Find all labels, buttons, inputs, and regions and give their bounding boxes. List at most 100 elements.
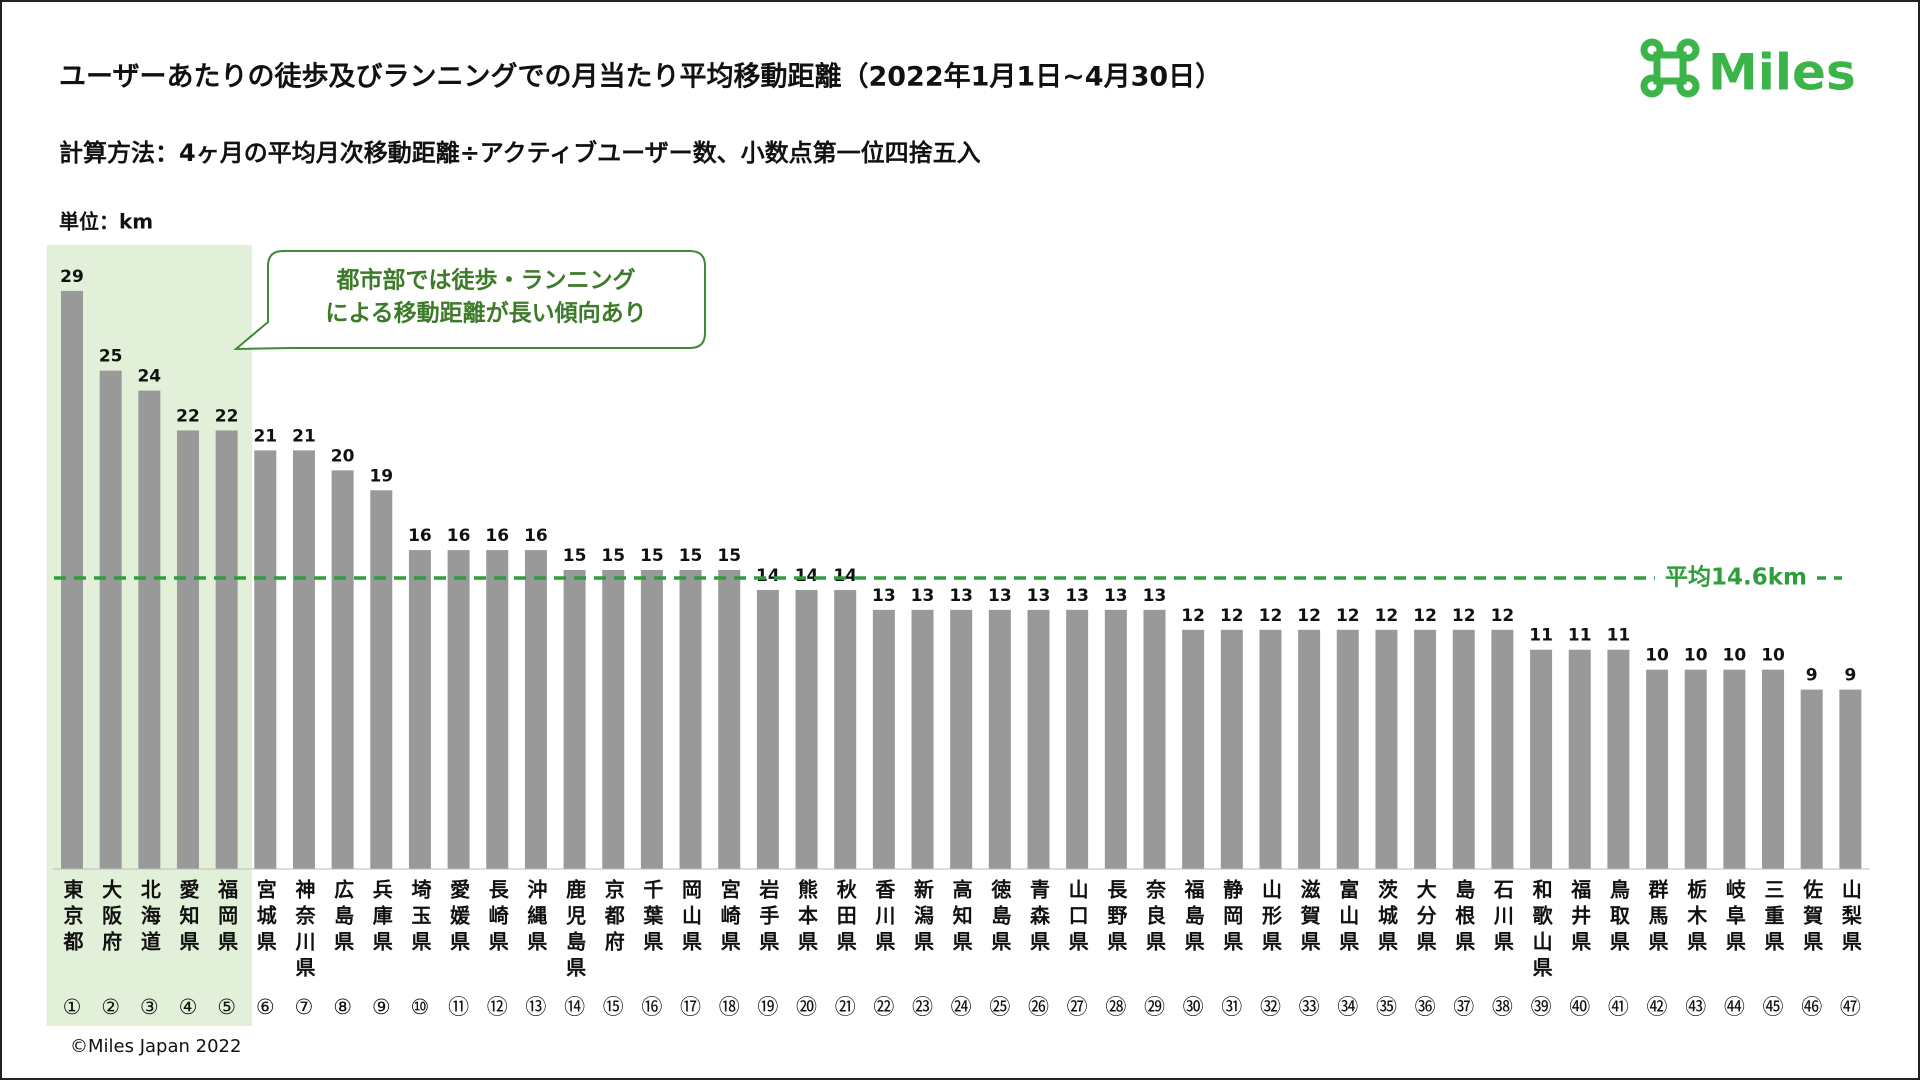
rank-label: ⑳: [796, 995, 817, 1019]
x-tick-label: 徳島県: [988, 878, 1012, 957]
x-tick-label: 岩手県: [756, 879, 780, 957]
value-label: 13: [949, 586, 973, 606]
rank-label: ⑩: [411, 995, 430, 1019]
value-label: 15: [601, 546, 625, 566]
rank-label: ④: [179, 995, 198, 1019]
x-tick-label: 山形県: [1258, 879, 1282, 957]
rank-label: ㉘: [1105, 995, 1126, 1019]
rank-label: ③: [140, 995, 159, 1019]
rank-label: ㊳: [1492, 995, 1513, 1019]
value-label: 13: [1065, 586, 1089, 606]
value-label: 12: [1220, 606, 1244, 626]
bar: [718, 570, 741, 869]
bar: [872, 609, 895, 869]
value-label: 16: [408, 526, 432, 546]
rank-label: ⑬: [525, 995, 546, 1019]
value-label: 13: [1143, 586, 1167, 606]
rank-label: ㊸: [1685, 995, 1706, 1019]
x-tick-label: 大阪府: [99, 879, 123, 957]
x-tick-label: 新潟県: [911, 878, 935, 957]
bar: [795, 589, 818, 869]
rank-label: ㉓: [912, 995, 933, 1019]
rank-label: ㉒: [873, 995, 894, 1019]
logo-text: Miles: [1708, 44, 1856, 102]
callout-text: 都市部では徒歩・ランニング: [336, 267, 636, 294]
x-tick-label: 奈良県: [1142, 878, 1166, 957]
rank-label: ①: [63, 995, 82, 1019]
value-label: 13: [988, 586, 1012, 606]
rank-label: ㊹: [1724, 995, 1745, 1019]
bar: [1800, 689, 1823, 869]
bar: [254, 450, 277, 869]
x-tick-label: 山梨県: [1838, 879, 1862, 957]
x-tick-label: 兵庫県: [369, 879, 393, 957]
bar: [1414, 629, 1437, 869]
bar: [950, 609, 973, 869]
callout-text: による移動距離が長い傾向あり: [325, 300, 646, 327]
x-tick-label: 千葉県: [640, 879, 664, 957]
value-label: 14: [756, 566, 780, 586]
rank-label: ㉗: [1067, 995, 1088, 1019]
value-label: 12: [1336, 606, 1360, 626]
bar: [408, 550, 431, 869]
x-tick-label: 鹿児島県: [563, 878, 587, 983]
rank-label: ㊼: [1840, 995, 1861, 1019]
bar: [1298, 629, 1321, 869]
x-tick-label: 鳥取県: [1606, 878, 1630, 957]
rank-label: ⑱: [719, 995, 740, 1019]
rank-label: ㉕: [989, 995, 1010, 1019]
x-tick-label: 三重県: [1761, 879, 1785, 957]
bar: [99, 370, 122, 869]
average-label-bg: [1655, 561, 1817, 594]
unit-label: 単位：km: [59, 210, 153, 234]
x-tick-label: 北海道: [137, 879, 161, 957]
rank-label: ㊵: [1569, 995, 1590, 1019]
value-label: 9: [1844, 666, 1856, 686]
x-tick-label: 神奈川県: [292, 878, 316, 983]
bar: [1027, 609, 1050, 869]
value-label: 22: [176, 406, 200, 426]
value-label: 15: [563, 546, 587, 566]
rank-label: ㊻: [1801, 995, 1822, 1019]
value-label: 10: [1723, 646, 1747, 666]
x-tick-label: 秋田県: [833, 879, 857, 957]
bar: [563, 570, 586, 869]
chart-title: ユーザーあたりの徒歩及びランニングでの月当たり平均移動距離（2022年1月1日~…: [59, 61, 1222, 93]
value-label: 13: [1104, 586, 1128, 606]
x-tick-label: 青森県: [1027, 879, 1051, 957]
value-label: 9: [1806, 666, 1818, 686]
x-tick-label: 東京都: [60, 879, 84, 957]
bar: [1723, 669, 1746, 869]
x-tick-label: 栃木県: [1684, 878, 1708, 957]
rank-label: ⑥: [256, 995, 275, 1019]
x-tick-label: 岡山県: [679, 879, 703, 957]
rank-label: ⑯: [641, 995, 662, 1019]
value-label: 16: [485, 526, 509, 546]
bar: [1220, 629, 1243, 869]
rank-label: ㉚: [1183, 995, 1204, 1019]
x-tick-label: 佐賀県: [1800, 878, 1824, 957]
value-label: 11: [1607, 626, 1631, 646]
bar: [1491, 629, 1514, 869]
bar: [176, 430, 199, 869]
x-tick-label: 京都府: [601, 878, 625, 957]
rank-label: ㉟: [1376, 995, 1397, 1019]
x-tick-label: 宮崎県: [717, 878, 741, 957]
value-label: 16: [447, 526, 471, 546]
rank-label: ⑪: [448, 995, 469, 1019]
value-label: 21: [253, 426, 277, 446]
value-label: 15: [679, 546, 703, 566]
bar: [1530, 649, 1553, 869]
bar: [1839, 689, 1862, 869]
rank-label: ㉙: [1144, 995, 1165, 1019]
value-label: 12: [1413, 606, 1437, 626]
x-tick-label: 静岡県: [1220, 878, 1244, 957]
x-tick-label: 和歌山県: [1529, 879, 1553, 983]
rank-label: ㊺: [1763, 995, 1784, 1019]
bar: [640, 570, 663, 869]
x-tick-label: 宮城県: [253, 878, 277, 957]
rank-label: ⑭: [564, 995, 585, 1019]
value-label: 13: [1027, 586, 1051, 606]
copyright: ©Miles Japan 2022: [70, 1036, 241, 1057]
